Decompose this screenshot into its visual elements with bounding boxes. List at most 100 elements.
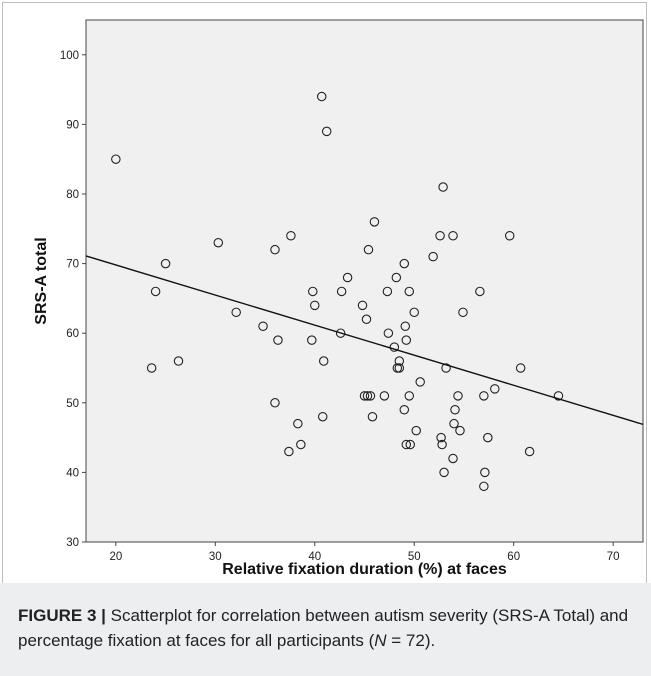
data-point: [336, 286, 347, 297]
caption-separator: |: [96, 606, 111, 625]
data-point: [369, 217, 380, 227]
data-point: [270, 244, 280, 255]
y-axis-title: SRS-A total: [33, 237, 50, 324]
data-point: [150, 286, 161, 297]
data-point: [316, 91, 327, 102]
data-point: [362, 391, 373, 401]
data-point: [458, 307, 468, 318]
data-point: [258, 321, 268, 331]
data-point: [490, 384, 500, 394]
data-point: [475, 286, 485, 297]
data-point: [394, 356, 405, 366]
y-tick-label: 30: [66, 537, 79, 549]
x-tick-label: 20: [109, 551, 122, 563]
data-point: [213, 237, 224, 248]
data-point: [438, 182, 448, 192]
data-point: [382, 286, 393, 297]
data-point: [404, 391, 415, 401]
y-tick-label: 70: [66, 259, 79, 271]
y-tick-label: 90: [66, 119, 79, 131]
data-point: [448, 231, 458, 241]
data-point: [365, 391, 376, 401]
data-point: [270, 398, 280, 408]
figure-label: FIGURE 3: [18, 606, 97, 625]
data-point: [321, 126, 332, 137]
data-point: [317, 411, 328, 422]
regression-line: [85, 255, 644, 426]
data-point: [404, 286, 415, 297]
y-axis: 30 40 50 60 70 80 90 100: [60, 50, 86, 549]
data-point: [284, 446, 294, 457]
data-point: [453, 391, 463, 401]
data-point: [415, 377, 425, 387]
data-point: [479, 481, 489, 492]
y-tick-label: 50: [66, 398, 79, 410]
data-point: [524, 446, 535, 457]
caption-text: Scatterplot for correlation between auti…: [18, 606, 629, 650]
data-point: [310, 300, 320, 311]
data-point: [411, 425, 421, 436]
data-point: [450, 405, 460, 415]
data-point: [307, 335, 317, 345]
data-point: [379, 391, 390, 401]
data-point: [146, 363, 157, 373]
data-point: [357, 300, 368, 311]
y-tick-label: 60: [66, 328, 79, 340]
data-point: [449, 418, 459, 429]
data-point: [160, 258, 171, 269]
x-tick-label: 60: [507, 551, 520, 563]
data-point: [389, 342, 400, 352]
data-point: [405, 439, 416, 450]
data-point: [441, 363, 451, 373]
data-point: [409, 307, 419, 318]
data-point: [308, 286, 318, 297]
data-point: [439, 467, 449, 478]
data-point: [273, 335, 283, 345]
data-point: [435, 231, 445, 241]
x-axis: 20 30 40 50 60 70: [109, 542, 620, 563]
x-tick-label: 30: [209, 551, 222, 563]
data-point: [296, 439, 306, 450]
data-point: [173, 356, 184, 366]
data-point: [399, 258, 410, 269]
data-point: [483, 432, 493, 443]
data-point: [401, 335, 412, 345]
caption-text-end: = 72).: [386, 631, 436, 650]
caption-area: FIGURE 3 | Scatterplot for correlation b…: [0, 583, 651, 676]
data-point: [400, 321, 411, 331]
data-point: [479, 391, 489, 401]
data-point: [111, 154, 121, 164]
data-point: [515, 363, 526, 373]
data-point: [504, 231, 515, 241]
data-point: [455, 425, 465, 436]
data-point: [383, 328, 394, 338]
data-point: [394, 363, 405, 373]
figure-caption: FIGURE 3 | Scatterplot for correlation b…: [18, 603, 638, 653]
data-point: [480, 467, 490, 478]
data-point: [391, 272, 402, 283]
data-point: [363, 244, 374, 255]
data-point: [318, 356, 329, 366]
data-point: [286, 231, 296, 241]
data-point: [436, 432, 446, 443]
data-point: [437, 439, 447, 450]
caption-n: N: [374, 631, 387, 650]
data-point: [342, 272, 353, 283]
x-tick-label: 70: [607, 551, 620, 563]
data-point: [428, 251, 438, 262]
data-point: [367, 411, 378, 422]
x-axis-title: Relative fixation duration (%) at faces: [222, 561, 507, 578]
data-point: [361, 314, 372, 325]
data-point: [401, 439, 412, 450]
data-point: [359, 391, 370, 401]
data-point: [231, 307, 241, 318]
x-tick-label: 50: [408, 551, 421, 563]
data-points: [111, 91, 564, 492]
y-tick-label: 80: [66, 189, 79, 201]
scatter-chart: 30 40 50 60 70 80 90 100 20 30 40 50 60 70 Relative …: [33, 19, 644, 578]
data-point: [553, 391, 564, 401]
data-point: [335, 328, 346, 338]
y-tick-label: 40: [66, 467, 79, 479]
data-point: [399, 405, 410, 415]
data-point: [448, 453, 458, 464]
